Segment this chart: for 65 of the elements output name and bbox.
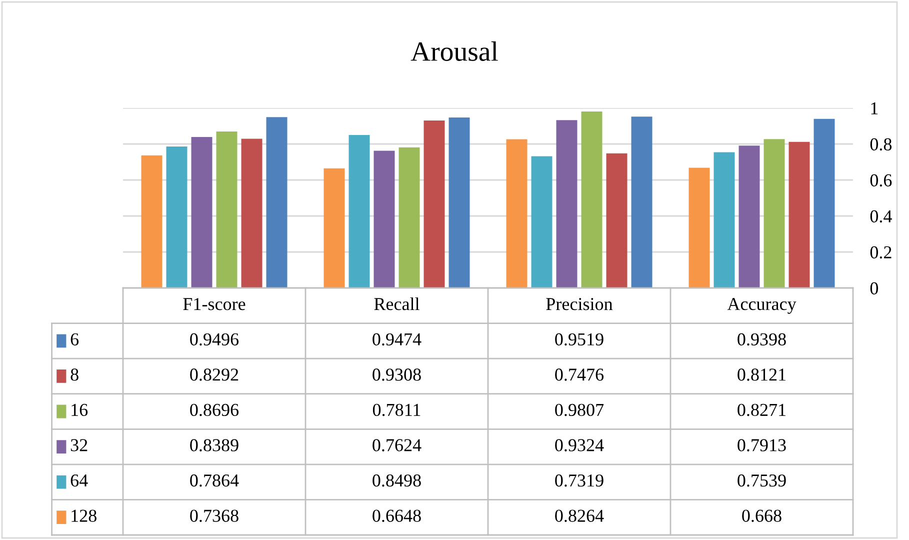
text: 0.8292	[190, 368, 238, 381]
text: 0.8264	[555, 510, 604, 522]
y-tick-label: 0	[870, 282, 878, 294]
bar	[191, 137, 212, 288]
text: 0.7864	[190, 474, 239, 487]
text: 0.8271	[738, 404, 786, 416]
text: 0.8696	[190, 404, 239, 416]
y-tick-label: 0.6	[870, 174, 892, 187]
text: 0.7319	[555, 474, 604, 487]
bar	[606, 153, 628, 288]
text: 0.9496	[190, 333, 239, 346]
bar	[166, 146, 188, 288]
x-tick-label: F1-score	[183, 298, 246, 310]
bar	[714, 152, 735, 288]
x-tick-label: Accuracy	[727, 298, 796, 314]
y-tick-label: 1	[871, 102, 878, 114]
legend-label: 6	[70, 333, 79, 346]
text: 0.9474	[372, 333, 422, 346]
text: 0.9398	[738, 333, 786, 346]
bar	[531, 156, 552, 288]
text: 0.7539	[738, 474, 786, 487]
bar	[241, 138, 262, 288]
text: 0.6648	[372, 510, 421, 522]
legend-label: 16	[72, 404, 88, 416]
bar	[374, 150, 395, 288]
bar	[688, 168, 710, 288]
text: 0.7368	[190, 510, 238, 522]
bar	[348, 135, 370, 288]
legend-label: 64	[70, 474, 88, 487]
legend-label: 32	[70, 439, 88, 452]
legend-label: 8	[70, 368, 78, 381]
y-tick-label: 0.4	[870, 210, 892, 223]
bar	[424, 120, 445, 288]
text: 0.7476	[555, 368, 604, 381]
text: 0.9519	[555, 333, 604, 346]
bar	[216, 131, 238, 288]
bar	[814, 118, 835, 288]
text: 0.7913	[738, 439, 786, 452]
text: 0.7624	[372, 439, 422, 452]
text: 0.8121	[738, 368, 786, 381]
bar	[764, 139, 785, 288]
bar	[448, 117, 470, 288]
bar	[631, 116, 652, 288]
bar	[738, 146, 760, 288]
text: 0.8498	[372, 474, 421, 487]
y-tick-label: 0.8	[870, 138, 892, 151]
chart-title: Arousal	[410, 41, 498, 61]
text: 0.9324	[555, 439, 604, 452]
text: 0.7811	[372, 404, 420, 416]
text: 0.8389	[190, 439, 238, 452]
bar	[506, 139, 528, 288]
bar	[581, 111, 602, 288]
x-tick-label: Precision	[546, 298, 613, 310]
bar	[556, 120, 578, 288]
bar	[398, 147, 420, 288]
y-tick-label: 0.2	[870, 246, 892, 259]
bar	[788, 142, 810, 288]
bar	[324, 168, 345, 288]
bar	[266, 117, 288, 288]
text: 0.668	[742, 510, 782, 522]
x-tick-label: Recall	[374, 297, 420, 310]
text: 0.9807	[555, 404, 604, 416]
legend-label: 128	[72, 510, 96, 522]
bar	[141, 155, 162, 288]
text: 0.9308	[372, 368, 421, 381]
